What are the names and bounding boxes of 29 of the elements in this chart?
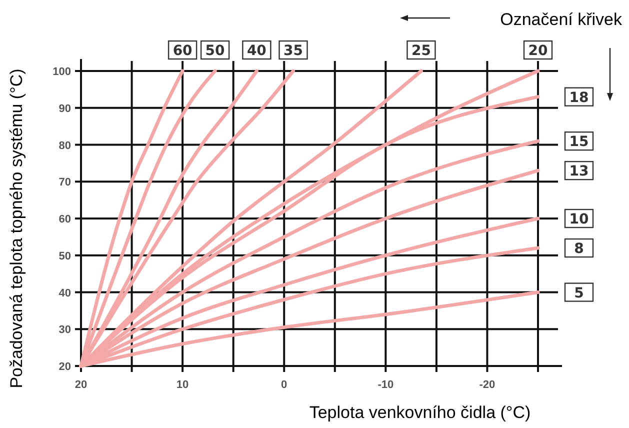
- x-tick-label: 10: [176, 379, 189, 391]
- series-label: 40: [246, 43, 267, 59]
- x-tick-label: 0: [281, 379, 288, 391]
- series-label: 60: [172, 43, 193, 59]
- text: 18: [569, 90, 589, 106]
- text: 8: [574, 241, 584, 257]
- y-tick-label: 100: [52, 66, 71, 78]
- y-axis-title: Požadovaná teplota topného systému (°C): [7, 68, 26, 388]
- series-label: 35: [284, 43, 303, 59]
- y-tick-label: 80: [58, 140, 71, 152]
- text: Označení křivek: [500, 10, 622, 29]
- x-tick-label: 20: [74, 379, 88, 391]
- y-tick-label: 50: [58, 250, 71, 262]
- text: 15: [569, 134, 589, 150]
- y-tick-label: 90: [58, 102, 71, 115]
- text: 5: [574, 285, 584, 302]
- text: 10: [569, 212, 589, 228]
- series-label: 50: [205, 43, 226, 59]
- series-label: 20: [528, 43, 548, 59]
- x-axis-title: Teplota venkovního čidla (°C): [309, 403, 531, 422]
- y-tick-label: 20: [58, 361, 71, 373]
- y-tick-label: 40: [58, 287, 71, 300]
- text: 13: [569, 164, 589, 180]
- y-tick-label: 30: [58, 324, 71, 336]
- y-tick-label: 60: [58, 214, 71, 226]
- x-tick-label: -10: [378, 379, 394, 391]
- series-label: 25: [411, 43, 431, 59]
- x-tick-label: -20: [479, 379, 496, 391]
- y-tick-label: 70: [58, 176, 71, 189]
